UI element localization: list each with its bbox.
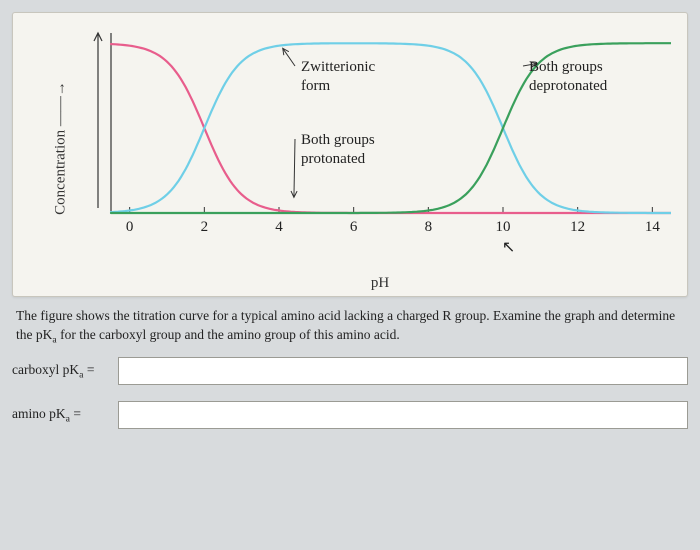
chart-panel: Concentration ——→ 02468101214 Zwitterion… [12, 12, 688, 297]
carboxyl-label: carboxyl pKa = [12, 362, 118, 381]
chart-svg: 0 2 4 6 8 10 12 14 [31, 23, 671, 238]
amino-row: amino pKa = [12, 401, 688, 429]
amino-input[interactable] [118, 401, 688, 429]
chart-area: Concentration ——→ 02468101214 Zwitterion… [31, 23, 669, 273]
svg-text:6: 6 [350, 219, 358, 235]
svg-text:0: 0 [126, 219, 133, 235]
amino-label: amino pKa = [12, 406, 118, 425]
x-axis-label: pH [91, 275, 669, 292]
svg-text:8: 8 [425, 219, 433, 235]
question-text: The figure shows the titration curve for… [16, 307, 684, 347]
svg-text:12: 12 [570, 219, 585, 235]
svg-text:10: 10 [496, 219, 511, 235]
svg-text:2: 2 [201, 219, 209, 235]
svg-text:4: 4 [275, 219, 283, 235]
cursor-icon: ↖ [502, 237, 515, 257]
carboxyl-input[interactable] [118, 357, 688, 385]
svg-text:14: 14 [645, 219, 661, 235]
carboxyl-row: carboxyl pKa = [12, 357, 688, 385]
